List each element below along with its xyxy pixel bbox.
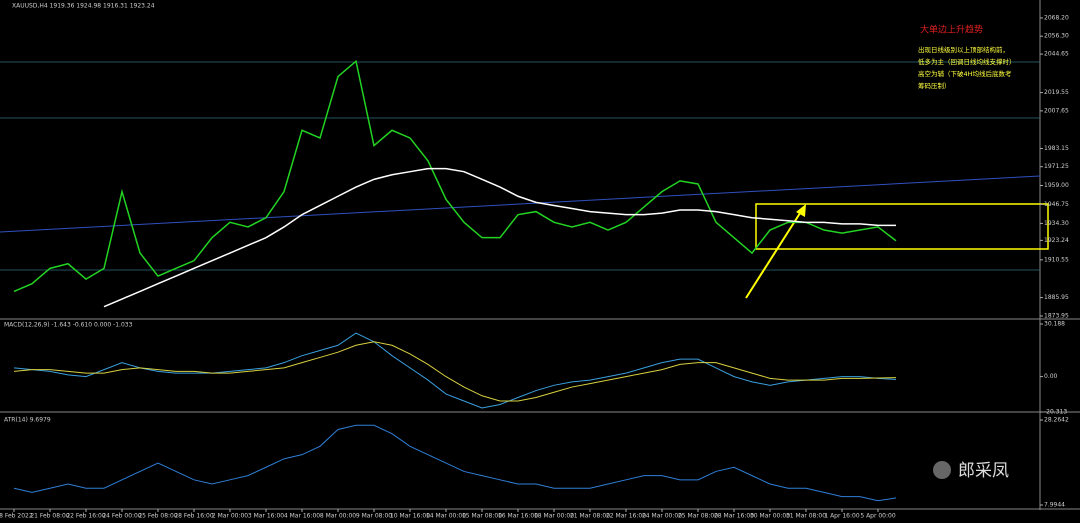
chart-title: XAUUSD,H4 1919.36 1924.98 1916.31 1923.2…: [12, 3, 155, 10]
y-tick-label: 1923.24: [1044, 237, 1069, 244]
x-tick-label: 22 Feb 16:00: [66, 513, 106, 520]
y-tick-label: 1934.30: [1044, 220, 1069, 227]
watermark: 郎采凤: [958, 461, 1009, 481]
y-tick-label: 1959.00: [1044, 182, 1069, 189]
x-tick-label: 9 Mar 08:00: [356, 513, 392, 520]
arrow: [745, 209, 803, 299]
y-tick-label: -20.313: [1044, 409, 1067, 416]
x-tick-label: 8 Mar 00:00: [320, 513, 356, 520]
y-tick-label: 2019.55: [1044, 89, 1069, 96]
x-tick-label: 4 Mar 16:00: [284, 513, 320, 520]
x-tick-label: 3 Mar 16:00: [248, 513, 284, 520]
annotation: 大单边上升趋势: [920, 24, 983, 36]
indicator-title: ATR(14) 9.6979: [4, 417, 51, 424]
y-tick-label: 0.00: [1044, 373, 1058, 380]
x-tick-label: 18 Feb 2022: [0, 513, 33, 520]
annotation: 筹码压制）: [918, 81, 951, 90]
y-tick-label: 7.9944: [1044, 502, 1065, 509]
x-tick-label: 15 Mar 08:00: [462, 513, 502, 520]
y-tick-label: 1971.25: [1044, 163, 1069, 170]
x-tick-label: 30 Mar 00:00: [750, 513, 790, 520]
annotation: 出现日线级别以上顶部结构前，: [918, 45, 1009, 54]
x-tick-label: 10 Mar 16:00: [390, 513, 430, 520]
annotation: 低多为主（回调日线均线支撑时）: [918, 57, 1016, 66]
y-tick-label: 28.2642: [1044, 417, 1069, 424]
indicator-title: MACD(12,26,9) -1.643 -0.610 0.000 -1.033: [4, 322, 133, 329]
series-line: [13, 341, 897, 402]
x-tick-label: 28 Feb 16:00: [174, 513, 214, 520]
series-line: [13, 59, 897, 293]
x-tick-label: 5 Apr 00:00: [860, 513, 895, 520]
x-tick-label: 16 Mar 16:00: [498, 513, 538, 520]
y-tick-label: 2068.20: [1044, 14, 1069, 21]
annotation: 高空为辅（下破4H均线后底数考: [918, 69, 1012, 78]
x-tick-label: 18 Mar 00:00: [534, 513, 574, 520]
x-tick-label: 25 Mar 08:00: [678, 513, 718, 520]
x-tick-label: 24 Feb 00:00: [102, 513, 142, 520]
y-tick-label: 2056.30: [1044, 33, 1069, 40]
x-tick-label: 2 Mar 00:00: [212, 513, 248, 520]
series-line: [13, 424, 897, 502]
x-tick-label: 21 Feb 08:00: [30, 513, 70, 520]
range-box: [755, 203, 1049, 250]
y-tick-label: 1873.95: [1044, 313, 1069, 320]
series-line: [13, 332, 897, 409]
y-tick-label: 2044.65: [1044, 51, 1069, 58]
x-tick-label: 28 Mar 16:00: [714, 513, 754, 520]
x-tick-label: 24 Mar 00:00: [642, 513, 682, 520]
y-tick-label: 1946.75: [1044, 201, 1069, 208]
logo: [933, 461, 951, 479]
x-tick-label: 25 Feb 08:00: [138, 513, 178, 520]
x-tick-label: 31 Mar 08:00: [786, 513, 826, 520]
trend-line: [0, 175, 1041, 233]
y-tick-label: 30.188: [1044, 321, 1065, 328]
arrow-head: [796, 204, 806, 217]
x-tick-label: 14 Mar 00:00: [426, 513, 466, 520]
x-tick-label: 1 Apr 16:00: [824, 513, 859, 520]
x-tick-label: 22 Mar 16:00: [606, 513, 646, 520]
x-tick-label: 21 Mar 08:00: [570, 513, 610, 520]
y-tick-label: 1885.95: [1044, 294, 1069, 301]
y-tick-label: 1910.55: [1044, 256, 1069, 263]
y-tick-label: 2007.65: [1044, 107, 1069, 114]
y-tick-label: 1983.15: [1044, 145, 1069, 152]
series-line: [103, 167, 896, 308]
